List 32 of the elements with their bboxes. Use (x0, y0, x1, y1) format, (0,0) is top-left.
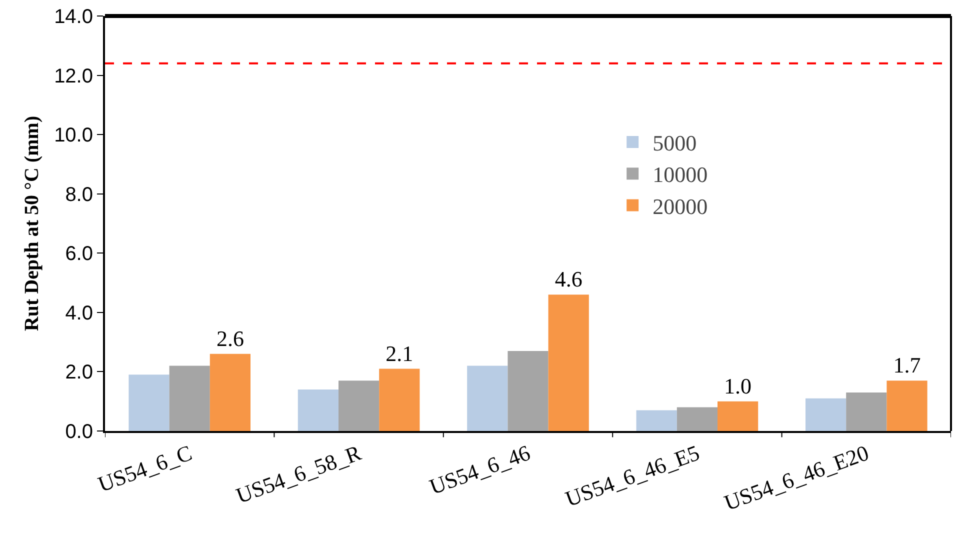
y-tick-label: 10.0 (54, 124, 93, 147)
data-label: 2.6 (216, 326, 244, 351)
bar (379, 368, 420, 431)
data-label: 4.6 (554, 266, 582, 292)
bar (508, 350, 548, 431)
y-tick-label: 0.0 (65, 421, 93, 443)
y-tick-label: 2.0 (65, 362, 93, 384)
legend-label: 5000 (652, 130, 697, 156)
legend-label: 20000 (652, 194, 708, 219)
y-tick-label: 12.0 (54, 65, 93, 88)
bar (128, 374, 170, 431)
data-label: 1.0 (724, 373, 752, 398)
bar (169, 366, 210, 431)
legend-label: 10000 (652, 162, 708, 188)
bar (298, 390, 338, 431)
data-label: 1.7 (893, 352, 921, 378)
bar (467, 366, 508, 431)
bar (846, 392, 887, 431)
bar (338, 380, 380, 431)
data-label: 2.1 (386, 340, 414, 366)
bar (548, 294, 589, 431)
y-tick-label: 6.0 (65, 243, 93, 266)
y-tick-label: 4.0 (65, 302, 93, 324)
bar (886, 380, 928, 431)
bar (718, 401, 758, 431)
bar (676, 407, 718, 431)
y-axis-title: Rut Depth at 50 °C (mm) (21, 116, 44, 332)
bar (210, 354, 251, 431)
y-tick-label: 8.0 (65, 184, 93, 206)
bar (805, 398, 846, 431)
bar (636, 410, 677, 431)
y-tick-label: 14.0 (54, 6, 93, 28)
